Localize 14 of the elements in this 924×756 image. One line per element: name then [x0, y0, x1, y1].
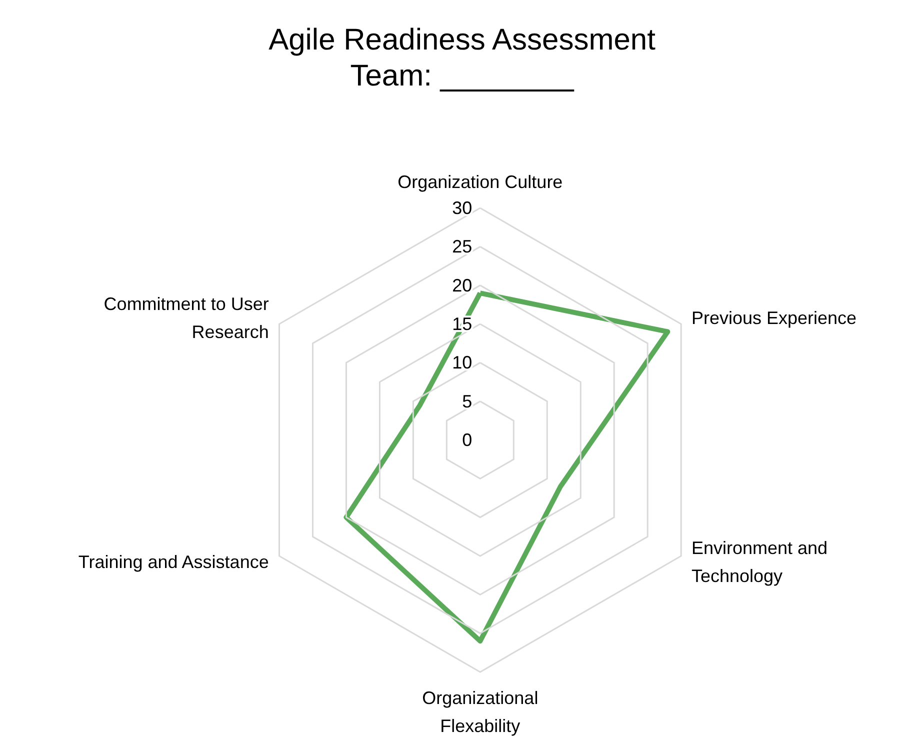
spoke-label: Training and Assistance	[78, 552, 269, 572]
chart-title: Agile Readiness Assessment	[268, 24, 656, 56]
chart-subtitle: Team: ________	[350, 60, 576, 92]
spoke-label: Organization Culture	[398, 172, 563, 192]
y-tick-label: 30	[452, 198, 472, 218]
spoke-label: Previous Experience	[691, 308, 857, 328]
y-tick-label: 5	[462, 391, 472, 412]
spoke-label: Environment and Technology	[691, 538, 828, 586]
spoke-label: Commitment to User Research	[104, 294, 269, 342]
y-tick-label: 20	[452, 275, 472, 296]
y-tick-label: 10	[452, 352, 472, 373]
y-tick-label: 25	[452, 236, 472, 257]
y-tick-label: 0	[462, 430, 472, 450]
spoke-label: Organizational Flexability	[422, 688, 538, 736]
